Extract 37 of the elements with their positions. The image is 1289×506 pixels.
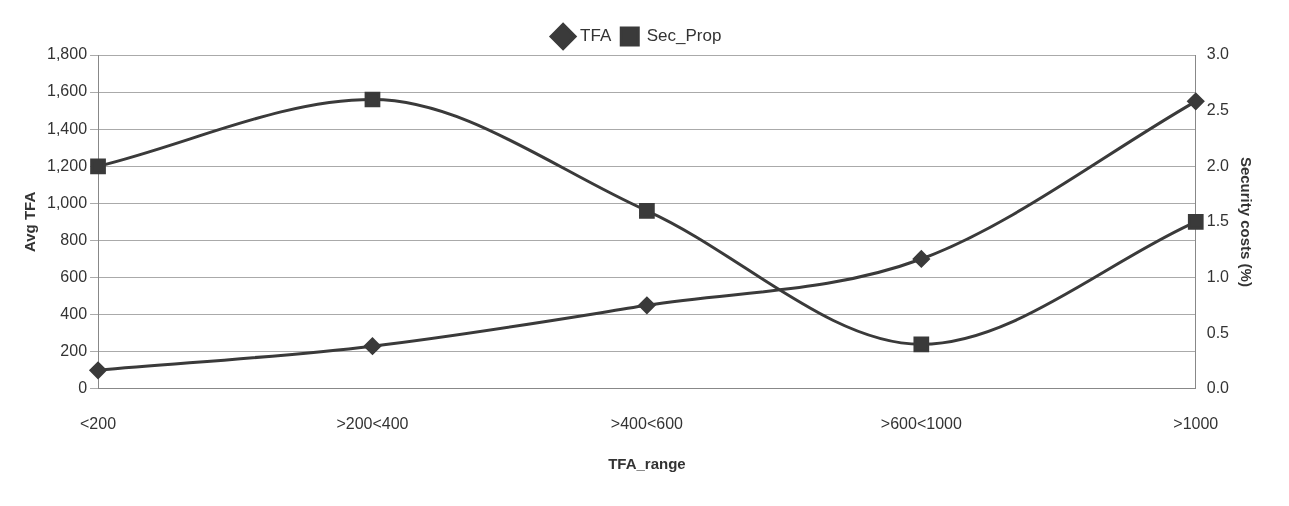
- y-tick-label: 600: [60, 267, 88, 285]
- x-axis-title: TFA_range: [608, 455, 686, 473]
- y2-axis-title: Security costs (%): [1237, 156, 1255, 287]
- y-tick-label: 200: [60, 342, 88, 360]
- x-tick-label: >200<400: [336, 414, 409, 432]
- point: [90, 158, 106, 175]
- point: [638, 296, 656, 314]
- x-tick-label: >600<1000: [880, 414, 962, 432]
- legend-label: TFA: [580, 26, 612, 46]
- y-tick-label: 1,200: [46, 156, 88, 174]
- legend-label: Sec_Prop: [646, 26, 722, 46]
- point: [1187, 214, 1204, 230]
- y-tick-label: 400: [60, 305, 88, 323]
- y2-tick-label: 0.0: [1206, 379, 1230, 397]
- y2-tick-label: 1.0: [1206, 267, 1230, 285]
- y-axis-title: Avg TFA: [21, 191, 39, 253]
- y-tick-label: 1,800: [46, 45, 88, 63]
- point: [363, 337, 381, 355]
- x-tick-label: >400<600: [610, 414, 684, 432]
- x-tick-label: <200: [80, 414, 117, 432]
- point: [364, 91, 381, 108]
- y-tick-label: 1,000: [46, 193, 88, 211]
- point: [89, 361, 107, 379]
- point: [639, 202, 655, 219]
- point: [1187, 92, 1205, 110]
- x-tick-label: >1000: [1173, 414, 1219, 432]
- point: [912, 250, 930, 268]
- y2-tick-label: 2.5: [1206, 101, 1230, 119]
- y2-tick-label: 3.0: [1206, 45, 1230, 63]
- y-tick-label: 0: [78, 379, 88, 397]
- y2-tick-label: 2.0: [1206, 156, 1230, 174]
- y2-tick-label: 1.5: [1206, 212, 1230, 230]
- y-tick-label: 1,600: [46, 82, 88, 100]
- point: [913, 336, 930, 353]
- y2-tick-label: 0.5: [1206, 323, 1230, 341]
- y-tick-label: 1,400: [46, 119, 88, 137]
- y-tick-label: 800: [60, 230, 88, 248]
